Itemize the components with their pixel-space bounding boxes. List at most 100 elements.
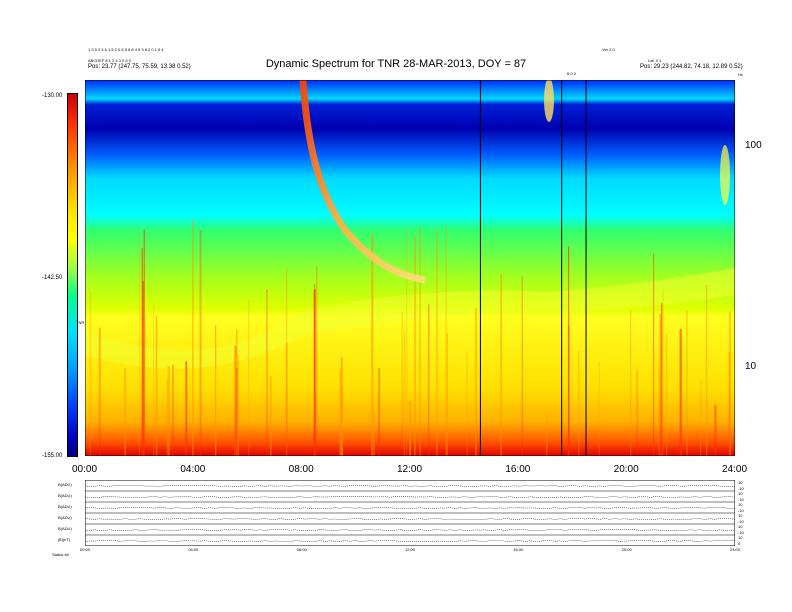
strip-panel-0-right-label-0: 10 (738, 480, 743, 485)
strip-trace-0 (85, 485, 735, 488)
header-right-line1: Ver 2.0 (602, 47, 615, 52)
spike-66 (142, 281, 144, 456)
strip-panel-3-right-label-0: 10 (738, 513, 743, 518)
spike-3 (237, 354, 239, 456)
strip-trace-3 (85, 518, 735, 521)
spike-69 (286, 343, 288, 456)
heatmap-background (85, 80, 735, 456)
strip-panel-5-right-label-1: 0 (738, 541, 741, 546)
spike-16 (445, 224, 447, 456)
strip-x-tick-label-5: 20:00 (621, 547, 632, 552)
strip-panel-2-right-label-1: -10 (738, 508, 744, 513)
vertical-interference-spikes (89, 220, 731, 456)
spike-25 (316, 266, 318, 456)
spike-28 (378, 367, 380, 456)
spike-54 (598, 361, 600, 456)
strip-panel-0-right-label-1: -10 (738, 486, 744, 491)
strip-panel-5-right-label-0: 10 (738, 535, 743, 540)
colorbar-tick-mid: -142.50 (42, 275, 63, 281)
strip-x-tick-label-6: 24:00 (730, 547, 741, 552)
header-left-line2: ABCDEF 8 1 2 4 3 0 6 0 (88, 58, 131, 63)
spike-43 (342, 386, 343, 456)
spike-62 (436, 230, 438, 456)
header-left-line3: Pos: 23.77 (247.75, 75.59, 13.38 0.52) (88, 64, 191, 70)
strip-trace-5 (85, 540, 735, 543)
colorbar-tick-top: -130.00 (42, 93, 63, 99)
spike-22 (234, 386, 236, 456)
spike-19 (728, 311, 731, 456)
spike-42 (236, 368, 238, 456)
strip-panel-label-5: |B|(nT) (58, 537, 71, 542)
spike-11 (143, 229, 145, 456)
colorbar (67, 93, 78, 457)
spike-41 (419, 227, 421, 456)
strip-panel-1-right-label-1: -10 (738, 497, 744, 502)
spike-64 (466, 352, 468, 456)
spike-13 (630, 310, 632, 456)
chart-title: Dynamic Spectrum for TNR 28-MAR-2013, DO… (265, 58, 527, 70)
spike-39 (728, 351, 730, 456)
strip-panel-1-right-label-0: 10 (738, 491, 743, 496)
spike-48 (167, 365, 170, 456)
strip-x-tick-label-0: 00:00 (80, 547, 91, 552)
spike-23 (98, 327, 101, 456)
spike-38 (658, 364, 660, 456)
spike-2 (269, 376, 272, 456)
spike-27 (155, 315, 158, 456)
spike-32 (428, 304, 430, 456)
spike-34 (660, 303, 663, 456)
header-left-line1: 1 3 5 2 4 6 1 5 2 0 6 5 6 8 4 9 3 6 2 0 … (88, 47, 164, 52)
spike-46 (124, 368, 126, 456)
strip-panel-label-4: B(ADU) (58, 526, 72, 531)
marker-label: 6 0 0 (567, 71, 576, 76)
spike-9 (659, 314, 661, 456)
spike-10 (578, 350, 580, 456)
drifting-burst (299, 80, 426, 284)
burst-24h (720, 145, 730, 205)
spike-57 (568, 325, 570, 456)
strip-panel-label-2: B(ADU) (58, 504, 72, 509)
spike-6 (521, 276, 523, 456)
strip-trace-2 (85, 507, 735, 510)
spike-35 (679, 329, 682, 456)
spike-17 (340, 357, 343, 456)
strip-x-tick-label-1: 04:00 (188, 547, 199, 552)
spike-1 (414, 235, 417, 456)
spike-65 (401, 311, 403, 456)
colorbar-label: TNR (76, 320, 85, 325)
spike-36 (371, 235, 374, 456)
spike-45 (247, 300, 250, 456)
strip-panel-4-right-label-0: 10 (738, 524, 743, 529)
spike-51 (699, 380, 702, 456)
magnetometer-strip-panels (85, 480, 735, 546)
strip-x-tick-label-4: 16:00 (513, 547, 524, 552)
spike-63 (285, 268, 288, 456)
spike-14 (568, 246, 570, 456)
burst-17h (544, 80, 554, 122)
spike-4 (199, 230, 202, 456)
spike-31 (475, 307, 477, 456)
spike-18 (89, 292, 92, 456)
strip-x-tick-label-3: 12:00 (405, 547, 416, 552)
strip-footer-label: Status ## (52, 552, 69, 557)
spike-29 (500, 273, 502, 456)
strip-panel-3-right-label-1: -10 (738, 519, 744, 524)
spike-24 (406, 230, 408, 456)
strip-panel-label-1: B(ADU) (58, 493, 72, 498)
spike-61 (313, 289, 316, 456)
spike-44 (666, 333, 668, 456)
spike-21 (185, 361, 188, 456)
spike-58 (141, 248, 143, 456)
strip-panel-label-0: B(ADU) (58, 482, 72, 487)
strip-panel-4-right-label-1: -10 (738, 530, 744, 535)
spike-60 (662, 288, 664, 456)
spike-20 (166, 378, 169, 456)
strip-trace-4 (85, 529, 735, 532)
dynamic-spectrum-heatmap (85, 80, 735, 456)
spike-56 (446, 333, 448, 456)
spike-26 (192, 220, 194, 456)
spike-50 (234, 345, 237, 456)
vertical-markers (479, 80, 587, 456)
strip-panel-2-right-label-0: 10 (738, 502, 743, 507)
spike-5 (373, 411, 375, 456)
